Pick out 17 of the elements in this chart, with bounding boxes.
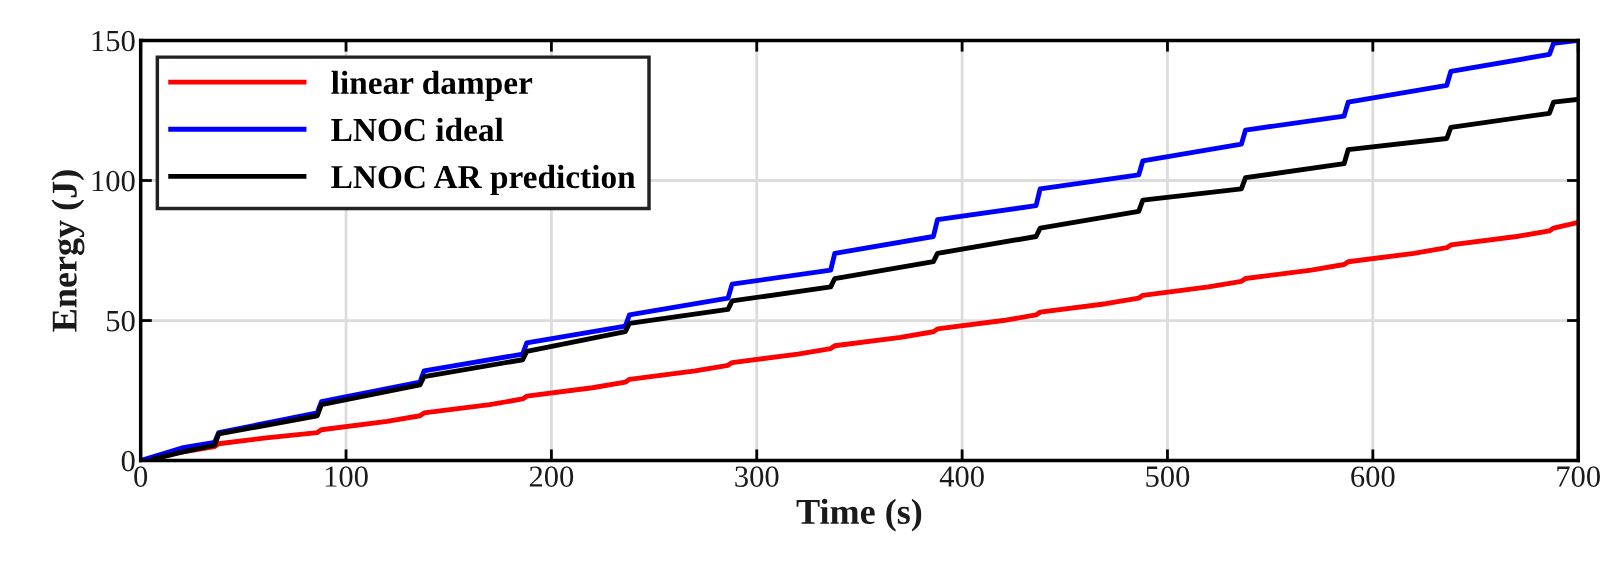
legend-label: LNOC AR prediction [331, 164, 636, 196]
x-tick-label: 500 [1146, 466, 1190, 487]
y-tick-label: 0 [121, 450, 135, 472]
x-axis-title: Time (s) [796, 498, 922, 532]
legend-label: linear damper [331, 70, 533, 101]
x-tick-label: 400 [939, 466, 984, 487]
legend-label: LNOC ideal [331, 117, 504, 142]
x-tick-label: 600 [1351, 466, 1395, 487]
y-tick-label: 150 [92, 30, 135, 52]
x-tick-label: 200 [529, 466, 574, 487]
x-tick-label: 0 [134, 466, 148, 487]
y-tick-label: 50 [107, 310, 135, 332]
y-axis-title: Energy (J) [51, 170, 85, 332]
x-tick-label: 100 [325, 466, 368, 487]
x-tick-label: 700 [1557, 466, 1600, 487]
x-tick-label: 300 [735, 466, 779, 487]
y-tick-label: 100 [92, 170, 135, 192]
